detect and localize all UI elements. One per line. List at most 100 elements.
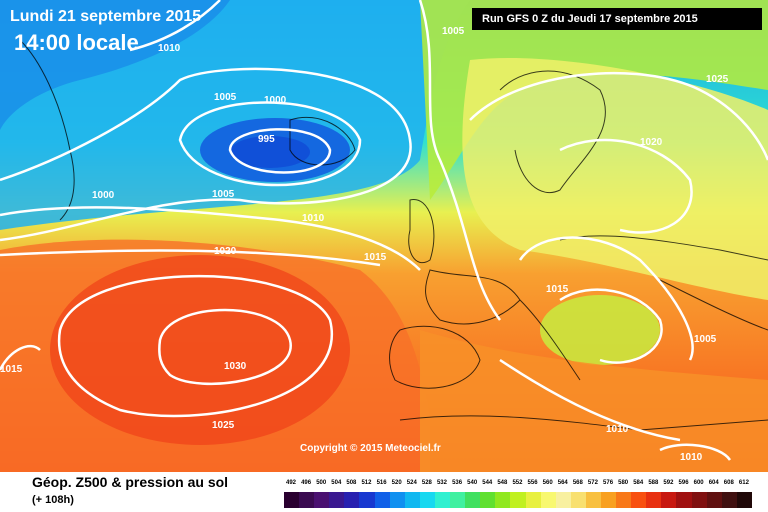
- blacksea-coast: [659, 279, 768, 331]
- isobar-label: 1015: [546, 284, 569, 295]
- scale-swatch: [525, 492, 541, 508]
- scale-label: 580: [618, 480, 629, 486]
- scale-swatch: [344, 492, 360, 508]
- scale-swatch: [510, 492, 526, 508]
- isobar-1000: [178, 101, 362, 187]
- scale-swatch: [676, 492, 692, 508]
- map-canvas: 1010 1005 1000 995 1005 1000 1005 1010 1…: [0, 0, 768, 472]
- isobar-label: 1015: [364, 252, 387, 263]
- isobar-label: 1025: [706, 74, 729, 85]
- scale-label: 600: [693, 480, 704, 486]
- scale-label: 500: [316, 480, 327, 486]
- scale-label: 596: [678, 480, 689, 486]
- weather-map: 1010 1005 1000 995 1005 1000 1005 1010 1…: [0, 0, 768, 472]
- scale-swatch: [540, 492, 556, 508]
- scale-label: 512: [361, 480, 372, 486]
- scale-swatch: [299, 492, 315, 508]
- scale-swatch: [721, 492, 737, 508]
- color-scale: 492 496 500 504 508 512 516 520 524 528 532 536 540 5…: [284, 480, 752, 510]
- isobars: [0, 0, 768, 460]
- legend-title: Géop. Z500 & pression au sol: [32, 474, 229, 490]
- isobar-label: 1030: [224, 361, 247, 372]
- scale-label: 540: [467, 480, 478, 486]
- legend-subtitle: (+ 108h): [32, 494, 74, 506]
- isobar-label: 1010: [606, 424, 629, 435]
- scale-swatch: [329, 492, 345, 508]
- scale-label: 552: [512, 480, 523, 486]
- scale-swatch: [284, 492, 300, 508]
- africa-coast: [399, 415, 768, 431]
- isobar-label: 1005: [214, 92, 237, 103]
- scale-label: 524: [406, 480, 417, 486]
- isobar-1010-se: [659, 443, 732, 461]
- isobar-label: 1015: [0, 364, 23, 375]
- scale-swatch: [495, 492, 511, 508]
- forecast-date: Lundi 21 septembre 2015: [10, 8, 202, 25]
- scale-swatch: [600, 492, 617, 508]
- scale-swatch: [555, 492, 571, 508]
- scale-swatch: [374, 492, 390, 508]
- scale-label: 532: [436, 480, 447, 486]
- isobar-1020: [0, 249, 381, 267]
- scale-label: 520: [391, 480, 402, 486]
- zone-blue: [0, 0, 230, 130]
- isobar-label: 1025: [212, 420, 235, 431]
- scale-labels: 492 496 500 504 508 512 516 520 524 528 532 536 540 5…: [284, 480, 752, 490]
- isobar-1015-west: [0, 344, 41, 371]
- isobar-1010-north: [129, 0, 221, 52]
- isobar-label: 1020: [214, 246, 237, 257]
- isobar-label: 1010: [302, 213, 325, 224]
- scale-label: 516: [376, 480, 387, 486]
- scale-swatch: [419, 492, 435, 508]
- scale-label: 536: [452, 480, 463, 486]
- isobar-label: 1010: [680, 452, 703, 463]
- scale-label: 612: [738, 480, 749, 486]
- uk-coast: [408, 199, 435, 263]
- scale-label: 548: [497, 480, 508, 486]
- isobar-1030: [158, 308, 292, 386]
- scale-label: 556: [527, 480, 538, 486]
- zone-green-balkans: [540, 295, 660, 365]
- scale-swatch: [646, 492, 662, 508]
- isobar-1015: [418, 0, 502, 321]
- scale-label: 588: [648, 480, 659, 486]
- scale-swatch: [480, 492, 496, 508]
- scale-swatch: [434, 492, 451, 508]
- scale-label: 492: [286, 480, 297, 486]
- iberia-coast: [389, 325, 481, 389]
- scale-swatch: [359, 492, 375, 508]
- isobar-1025: [57, 274, 334, 418]
- isobar-label: 1000: [92, 190, 115, 201]
- scale-swatch: [661, 492, 677, 508]
- scale-label: 564: [557, 480, 568, 486]
- scale-label: 592: [663, 480, 674, 486]
- isobar-label: 995: [258, 134, 275, 145]
- italy-coast: [519, 299, 581, 381]
- scale-label: 508: [346, 480, 357, 486]
- scale-label: 576: [603, 480, 614, 486]
- isobar-label: 1005: [694, 334, 717, 345]
- iceland-coast: [289, 116, 356, 166]
- scale-label: 528: [421, 480, 432, 486]
- zone-yellow-europe: [462, 58, 768, 300]
- isobar-label: 1010: [158, 43, 181, 54]
- isobar-1015-east: [518, 236, 694, 361]
- zone-green-north: [420, 0, 768, 200]
- isobar-1005: [0, 67, 412, 242]
- scale-swatch: [631, 492, 647, 508]
- scale-swatch: [736, 492, 752, 508]
- copyright: Copyright © 2015 Meteociel.fr: [300, 443, 441, 454]
- isobar-1020-east: [559, 138, 693, 234]
- scale-swatch: [570, 492, 586, 508]
- scale-label: 608: [723, 480, 734, 486]
- scale-label: 604: [708, 480, 719, 486]
- scale-swatch: [450, 492, 466, 508]
- isobar-995: [228, 128, 332, 174]
- scale-label: 572: [587, 480, 598, 486]
- scale-label: 496: [301, 480, 312, 486]
- scale-swatch: [389, 492, 405, 508]
- run-info: Run GFS 0 Z du Jeudi 17 septembre 2015: [472, 8, 762, 30]
- scale-swatch: [314, 492, 330, 508]
- isobar-1025-east: [469, 71, 768, 161]
- scale-swatch: [706, 492, 722, 508]
